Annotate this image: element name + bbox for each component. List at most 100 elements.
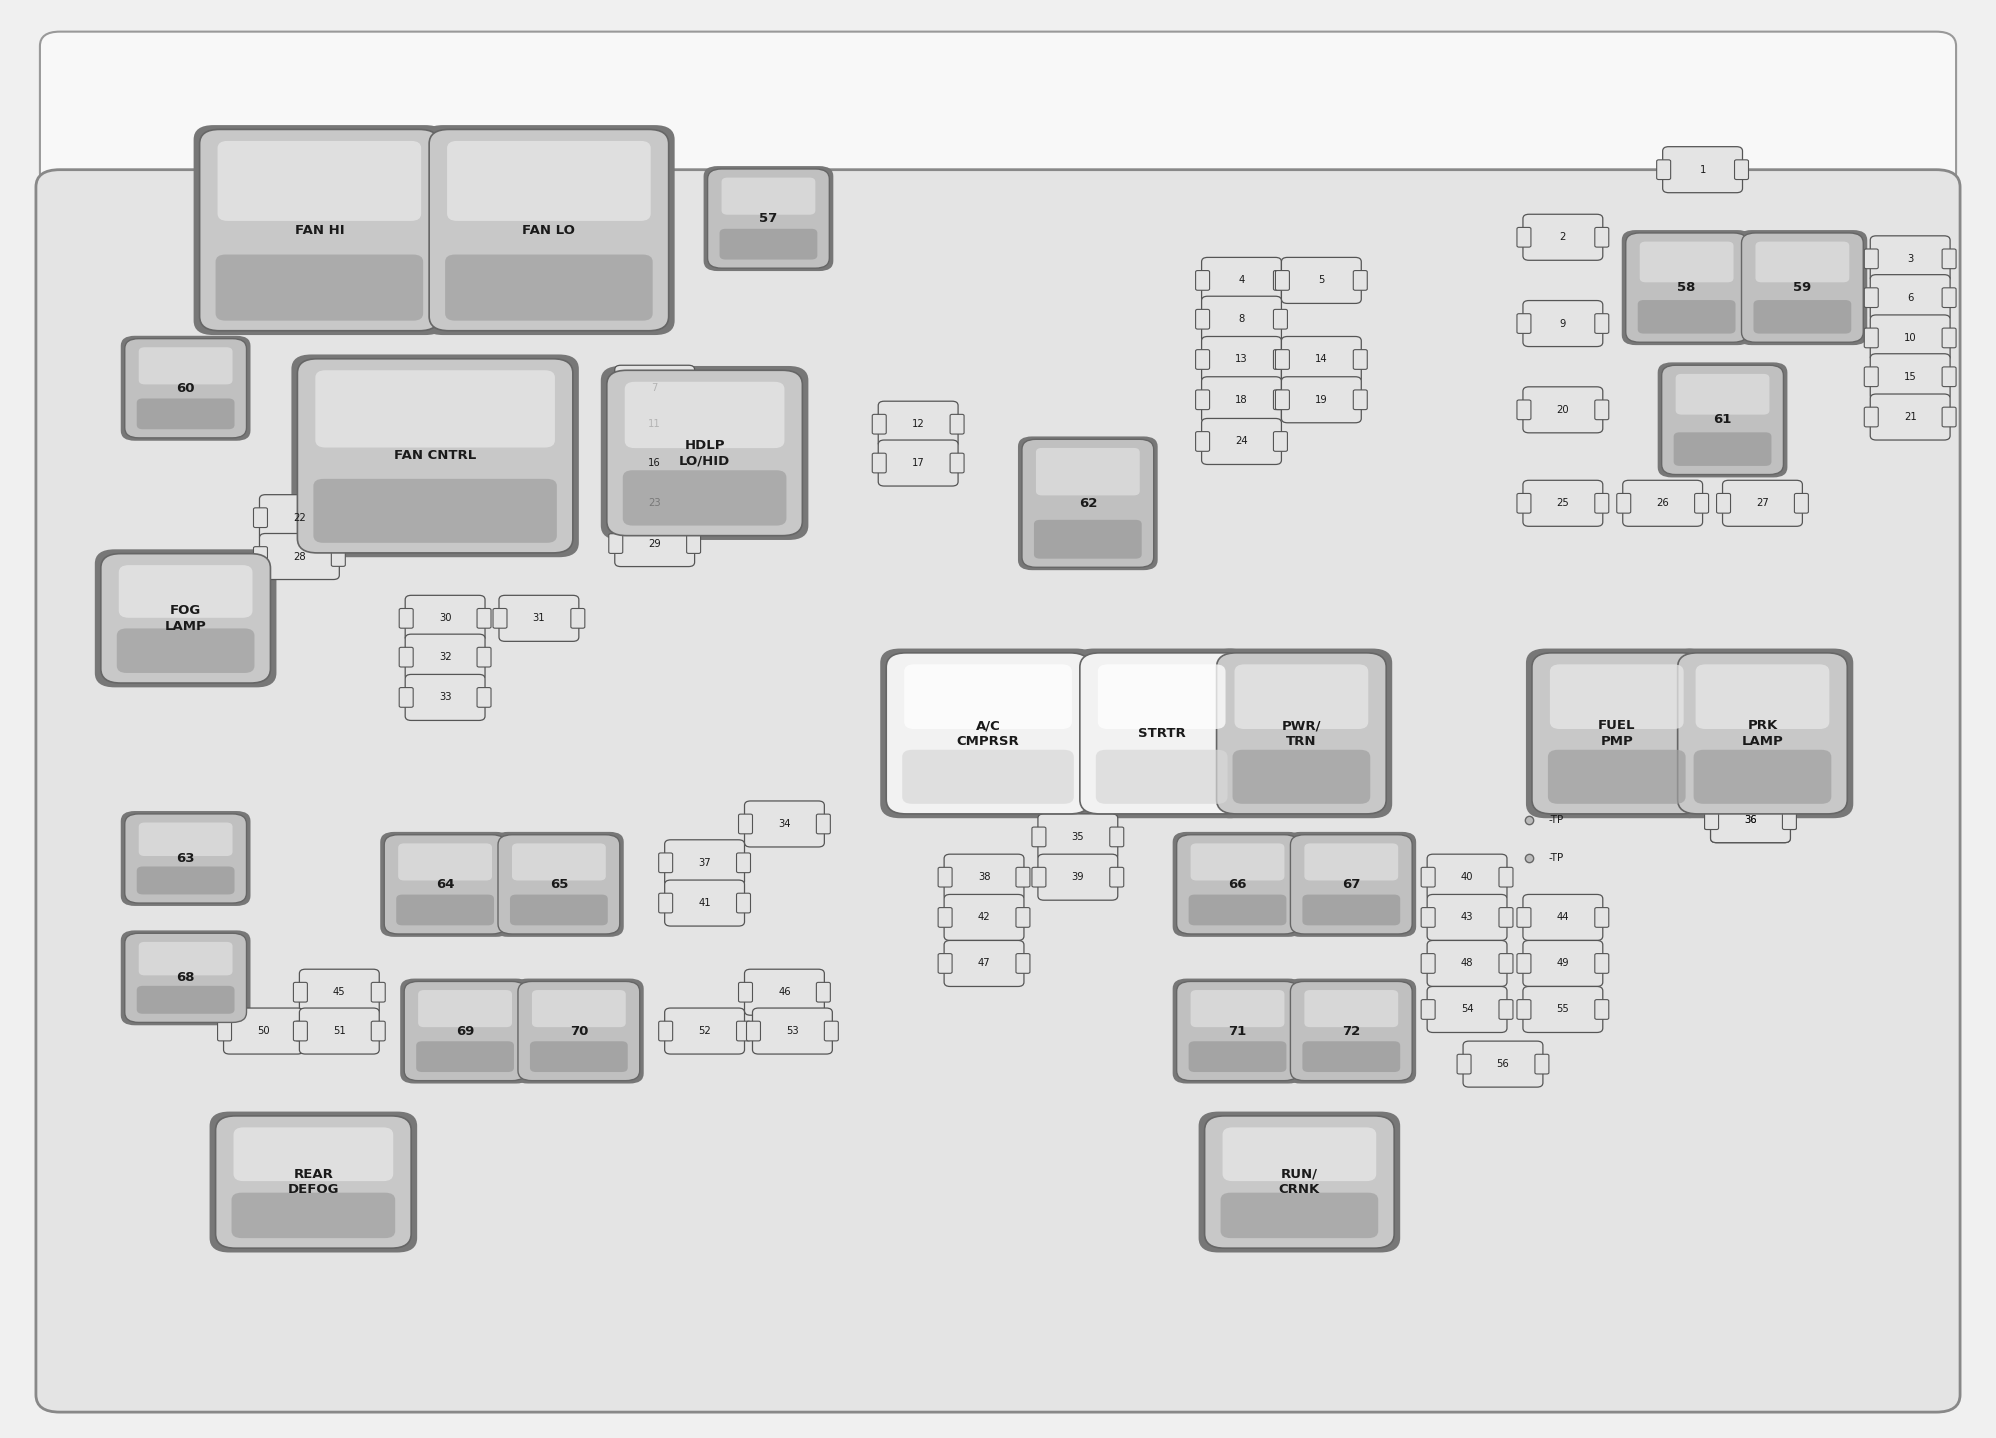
FancyBboxPatch shape [1705, 810, 1719, 830]
FancyBboxPatch shape [1291, 982, 1413, 1081]
FancyBboxPatch shape [1782, 810, 1796, 830]
FancyBboxPatch shape [126, 814, 248, 903]
FancyBboxPatch shape [1595, 999, 1609, 1020]
FancyBboxPatch shape [126, 933, 248, 1022]
Text: 38: 38 [978, 873, 990, 881]
FancyBboxPatch shape [1693, 749, 1830, 804]
FancyBboxPatch shape [253, 508, 267, 528]
FancyBboxPatch shape [96, 549, 275, 687]
FancyBboxPatch shape [122, 336, 251, 440]
Text: 33: 33 [439, 693, 451, 702]
FancyBboxPatch shape [1190, 1041, 1287, 1073]
FancyBboxPatch shape [1523, 940, 1603, 986]
FancyBboxPatch shape [665, 840, 745, 886]
Text: 30: 30 [439, 614, 451, 623]
Text: 12: 12 [912, 420, 924, 429]
Text: 26: 26 [1657, 499, 1669, 508]
FancyBboxPatch shape [687, 414, 701, 434]
Text: HDLP
LO/HID: HDLP LO/HID [679, 439, 731, 467]
Text: 43: 43 [1461, 913, 1473, 922]
Text: 72: 72 [1341, 1024, 1361, 1038]
FancyBboxPatch shape [216, 1116, 411, 1248]
Text: 37: 37 [699, 858, 711, 867]
FancyBboxPatch shape [816, 982, 830, 1002]
FancyBboxPatch shape [721, 178, 814, 214]
Text: 17: 17 [912, 459, 924, 467]
FancyBboxPatch shape [1204, 1116, 1393, 1248]
FancyBboxPatch shape [1705, 810, 1719, 830]
FancyBboxPatch shape [659, 893, 673, 913]
FancyBboxPatch shape [1457, 1054, 1471, 1074]
FancyBboxPatch shape [659, 853, 673, 873]
FancyBboxPatch shape [615, 480, 695, 526]
FancyBboxPatch shape [1752, 301, 1852, 334]
Text: 61: 61 [1713, 413, 1733, 427]
FancyBboxPatch shape [737, 1021, 750, 1041]
FancyBboxPatch shape [216, 255, 423, 321]
FancyBboxPatch shape [1098, 664, 1226, 729]
FancyBboxPatch shape [399, 687, 413, 707]
Text: 47: 47 [978, 959, 990, 968]
FancyBboxPatch shape [950, 414, 964, 434]
Text: 52: 52 [699, 1027, 711, 1035]
FancyBboxPatch shape [872, 453, 886, 473]
FancyBboxPatch shape [1533, 653, 1701, 814]
FancyBboxPatch shape [1870, 354, 1950, 400]
FancyBboxPatch shape [200, 129, 439, 331]
FancyBboxPatch shape [1756, 242, 1848, 282]
FancyBboxPatch shape [878, 401, 958, 447]
Text: 69: 69 [455, 1024, 475, 1038]
FancyBboxPatch shape [1016, 907, 1030, 928]
Text: 42: 42 [978, 913, 990, 922]
FancyBboxPatch shape [886, 653, 1090, 814]
FancyBboxPatch shape [1517, 493, 1531, 513]
FancyBboxPatch shape [944, 854, 1024, 900]
FancyBboxPatch shape [1870, 275, 1950, 321]
FancyBboxPatch shape [293, 982, 307, 1002]
FancyBboxPatch shape [1517, 953, 1531, 974]
Text: 68: 68 [176, 971, 196, 985]
FancyBboxPatch shape [1517, 999, 1531, 1020]
FancyBboxPatch shape [1032, 827, 1046, 847]
FancyBboxPatch shape [1016, 867, 1030, 887]
FancyBboxPatch shape [1016, 953, 1030, 974]
FancyBboxPatch shape [1421, 999, 1435, 1020]
FancyBboxPatch shape [194, 125, 445, 335]
FancyBboxPatch shape [122, 811, 251, 906]
FancyBboxPatch shape [1190, 894, 1287, 926]
FancyBboxPatch shape [218, 141, 421, 221]
FancyBboxPatch shape [259, 495, 339, 541]
Text: 5: 5 [1317, 276, 1325, 285]
FancyBboxPatch shape [140, 348, 234, 384]
FancyBboxPatch shape [1190, 843, 1285, 880]
FancyBboxPatch shape [1595, 953, 1609, 974]
FancyBboxPatch shape [739, 982, 752, 1002]
FancyBboxPatch shape [1864, 249, 1878, 269]
FancyBboxPatch shape [140, 942, 234, 975]
FancyBboxPatch shape [1864, 288, 1878, 308]
FancyBboxPatch shape [1523, 480, 1603, 526]
FancyBboxPatch shape [1190, 989, 1285, 1027]
FancyBboxPatch shape [1110, 827, 1124, 847]
FancyBboxPatch shape [1625, 233, 1746, 342]
FancyBboxPatch shape [445, 255, 653, 321]
FancyBboxPatch shape [703, 167, 832, 272]
FancyBboxPatch shape [747, 1021, 760, 1041]
FancyBboxPatch shape [1723, 480, 1802, 526]
FancyBboxPatch shape [938, 867, 952, 887]
FancyBboxPatch shape [1305, 843, 1399, 880]
Text: 55: 55 [1557, 1005, 1569, 1014]
Text: 31: 31 [533, 614, 545, 623]
FancyBboxPatch shape [1675, 374, 1770, 414]
FancyBboxPatch shape [1273, 270, 1287, 290]
FancyBboxPatch shape [1273, 431, 1287, 452]
FancyBboxPatch shape [1523, 387, 1603, 433]
Text: 53: 53 [786, 1027, 798, 1035]
FancyBboxPatch shape [1595, 227, 1609, 247]
FancyBboxPatch shape [1870, 315, 1950, 361]
Text: 18: 18 [1236, 395, 1248, 404]
FancyBboxPatch shape [511, 843, 605, 880]
Text: FOG
LAMP: FOG LAMP [166, 604, 206, 633]
FancyBboxPatch shape [1711, 797, 1790, 843]
FancyBboxPatch shape [531, 989, 625, 1027]
